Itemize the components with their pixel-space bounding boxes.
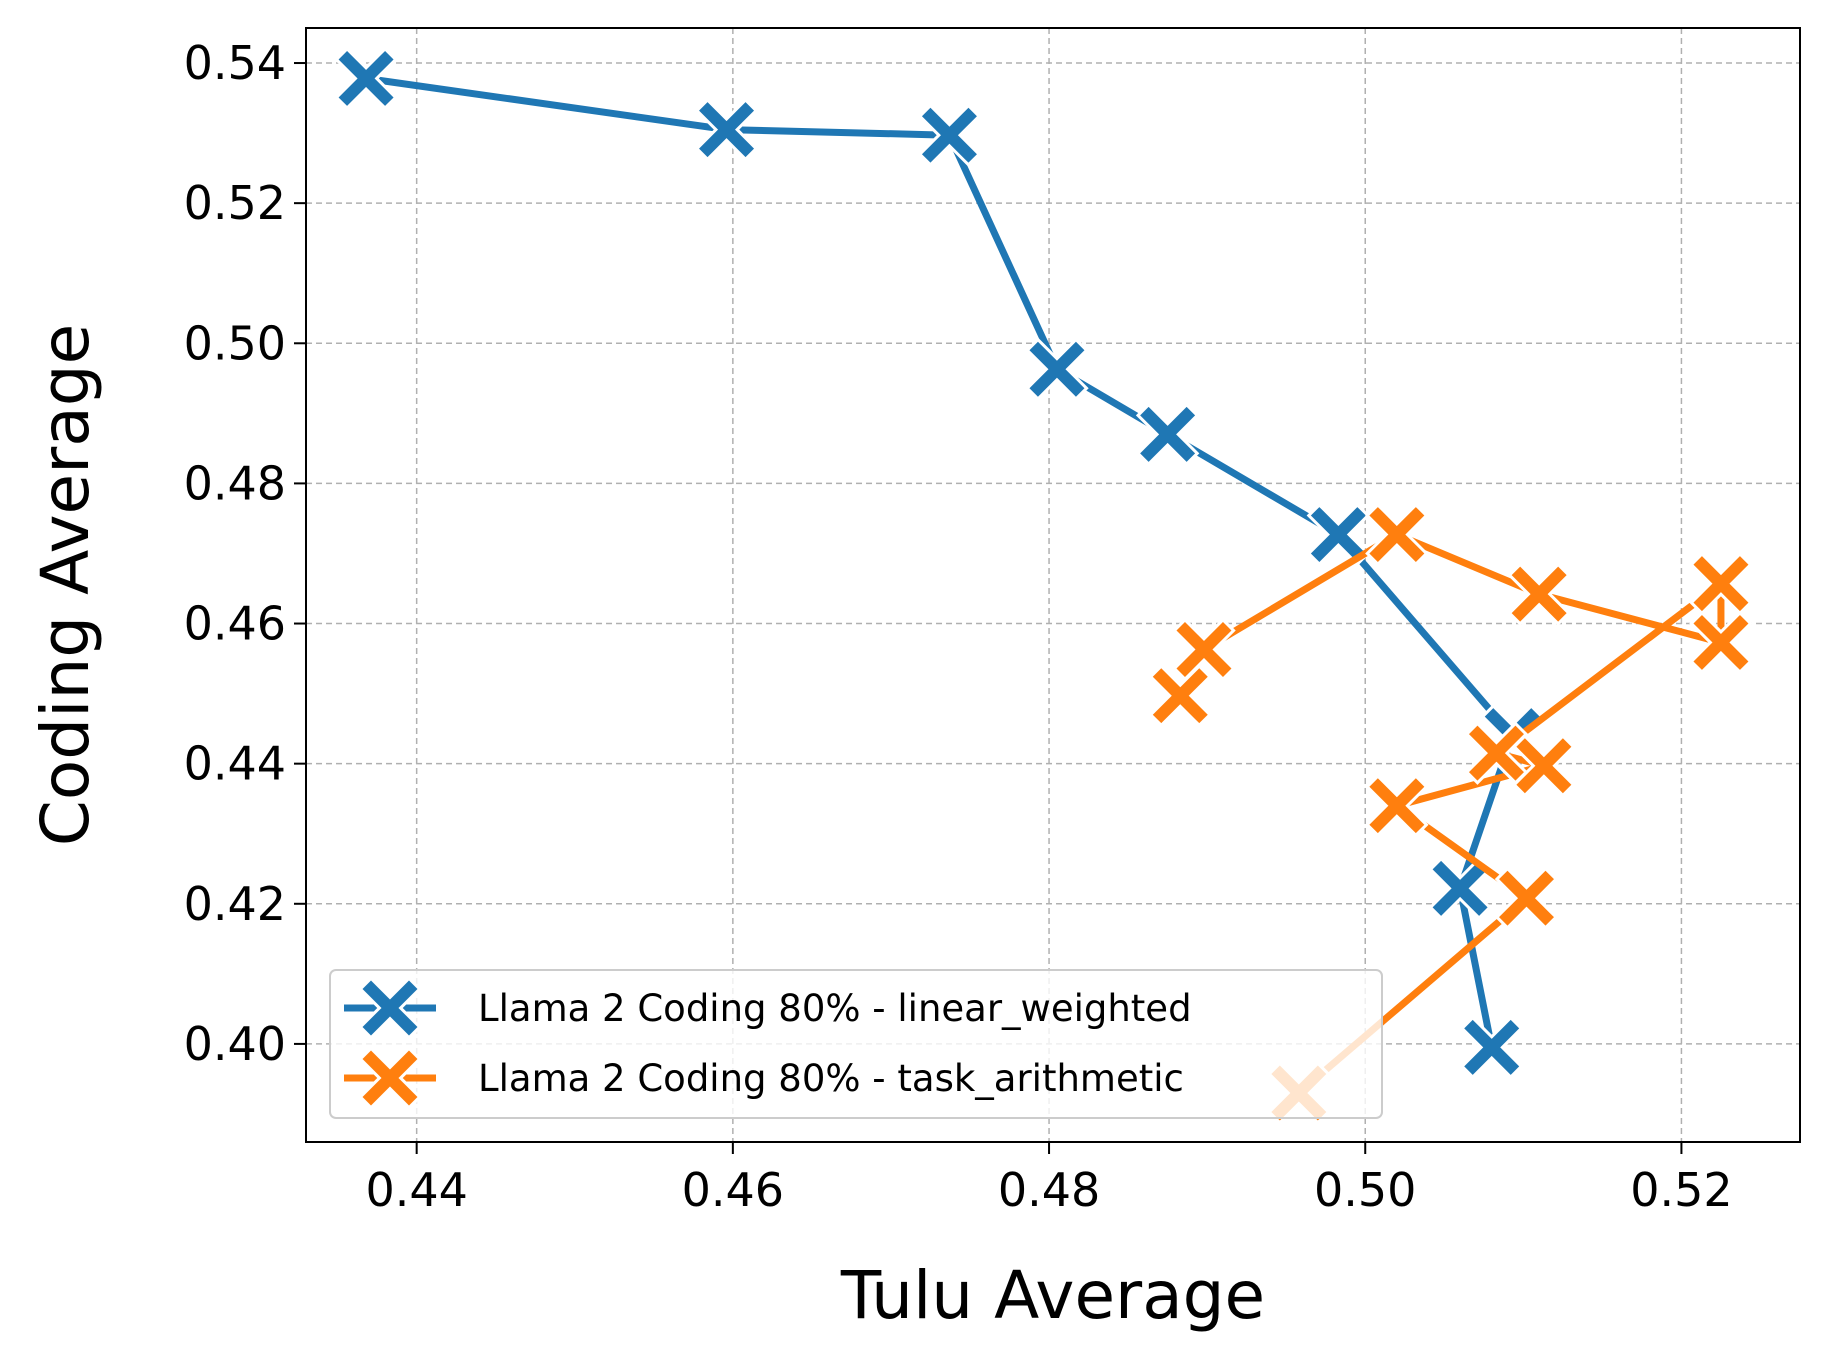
x-tick-label: 0.46: [682, 1163, 784, 1217]
series-2: [1148, 502, 1753, 1125]
data-point: [1689, 551, 1753, 616]
data-point: [1459, 1015, 1524, 1080]
legend-box: [329, 969, 1383, 1119]
y-tick-label: 0.50: [184, 316, 286, 370]
legend: Llama 2 Coding 80% - linear_weighted Llam…: [329, 969, 1383, 1119]
data-point: [1494, 866, 1559, 930]
y-tick-label: 0.52: [184, 176, 286, 230]
data-point: [1306, 502, 1371, 567]
data-point: [1365, 773, 1429, 838]
y-tick-label: 0.40: [184, 1017, 286, 1071]
data-point: [1507, 562, 1571, 626]
legend-label: Llama 2 Coding 80% - linear_weighted: [478, 987, 1192, 1030]
series-1: [334, 46, 1544, 1080]
x-tick-label: 0.52: [1630, 1163, 1732, 1217]
data-point: [917, 103, 982, 167]
y-tick-label: 0.48: [184, 456, 286, 510]
x-tick-label: 0.50: [1314, 1163, 1416, 1217]
x-axis-label: Tulu Average: [840, 1257, 1265, 1334]
y-tick-label: 0.54: [184, 36, 286, 90]
data-point: [694, 97, 759, 162]
x-tick-label: 0.48: [998, 1163, 1100, 1217]
data-point: [1689, 610, 1753, 675]
x-tick-label: 0.44: [365, 1163, 467, 1217]
data-point: [1172, 617, 1236, 682]
legend-items: Llama 2 Coding 80% - linear_weighted Llam…: [344, 976, 1192, 1110]
data-point: [1148, 663, 1212, 728]
data-point: [1428, 856, 1492, 921]
data-point: [1365, 502, 1429, 567]
axis-ticks: 0.44 0.46 0.48 0.50 0.52 0.40 0.42 0.44 0.46 0.48…: [184, 36, 1733, 1217]
y-axis-label: Coding Average: [27, 324, 104, 846]
data-point: [1025, 337, 1089, 401]
data-point: [334, 46, 398, 111]
y-tick-label: 0.46: [184, 597, 286, 651]
series-layer: [334, 46, 1753, 1125]
legend-item: Llama 2 Coding 80% - linear_weighted: [344, 976, 1192, 1040]
plot-frame: [305, 27, 1801, 1143]
legend-label: Llama 2 Coding 80% - task_arithmetic: [478, 1057, 1184, 1100]
legend-item: Llama 2 Coding 80% - task_arithmetic: [344, 1046, 1184, 1110]
data-point: [1512, 734, 1576, 798]
data-point: [1464, 721, 1529, 785]
y-tick-label: 0.44: [184, 737, 286, 791]
legend-marker: [358, 976, 422, 1040]
legend-marker: [358, 1046, 422, 1110]
y-tick-label: 0.42: [184, 877, 286, 931]
data-point: [1135, 402, 1200, 467]
